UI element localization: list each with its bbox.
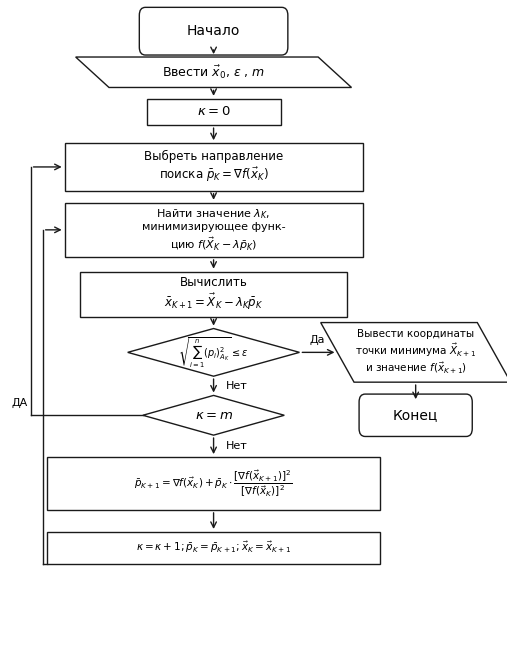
- Text: Выбреть направление
поиска $\bar{p}_K = \nabla f(\vec{x}_K)$: Выбреть направление поиска $\bar{p}_K = …: [144, 150, 283, 184]
- Text: $\sqrt{\sum_{i=1}^{n}(p_i)^2_{A_K}} \leq \varepsilon$: $\sqrt{\sum_{i=1}^{n}(p_i)^2_{A_K}} \leq…: [178, 335, 249, 370]
- Text: $\kappa = m$: $\kappa = m$: [195, 409, 233, 422]
- Text: $\kappa = 0$: $\kappa = 0$: [197, 106, 230, 118]
- Polygon shape: [128, 329, 300, 376]
- Bar: [65, 143, 363, 191]
- Text: Конец: Конец: [393, 408, 438, 422]
- Text: ДА: ДА: [12, 398, 28, 408]
- Text: Вычислить
$\bar{x}_{K+1} = \vec{X}_K - \lambda_K\bar{p}_K$: Вычислить $\bar{x}_{K+1} = \vec{X}_K - \…: [164, 276, 263, 312]
- Text: Начало: Начало: [187, 24, 240, 38]
- Text: $\kappa=\kappa+1; \bar{p}_K=\bar{p}_{K+1}; \vec{x}_K=\vec{x}_{K+1}$: $\kappa=\kappa+1; \bar{p}_K=\bar{p}_{K+1…: [136, 540, 291, 555]
- Bar: [65, 203, 363, 257]
- Bar: [147, 98, 280, 125]
- Text: Ввести $\vec{x}_0$, $\varepsilon$ , $m$: Ввести $\vec{x}_0$, $\varepsilon$ , $m$: [162, 64, 265, 81]
- Text: Нет: Нет: [226, 441, 247, 451]
- Text: Вывести координаты
точки минимума $\vec{X}_{K+1}$
и значение $f(\vec{x}_{K+1})$: Вывести координаты точки минимума $\vec{…: [355, 329, 477, 376]
- FancyBboxPatch shape: [359, 394, 472, 436]
- Text: Да: Да: [309, 335, 325, 345]
- Bar: [47, 532, 380, 564]
- Text: $\bar{p}_{K+1} = \nabla f(\vec{x}_K) + \bar{p}_K\cdot\dfrac{[\nabla f(\vec{x}_{K: $\bar{p}_{K+1} = \nabla f(\vec{x}_K) + \…: [134, 468, 293, 499]
- Polygon shape: [76, 57, 352, 88]
- Polygon shape: [143, 396, 284, 435]
- Polygon shape: [321, 323, 508, 382]
- Text: Найти значение $\lambda_K$,
минимизирующее функ-
цию $f(\vec{X}_K - \lambda\bar{: Найти значение $\lambda_K$, минимизирующ…: [142, 207, 285, 253]
- Text: Нет: Нет: [226, 381, 247, 391]
- Bar: [47, 457, 380, 510]
- Bar: [80, 271, 347, 317]
- FancyBboxPatch shape: [139, 7, 288, 55]
